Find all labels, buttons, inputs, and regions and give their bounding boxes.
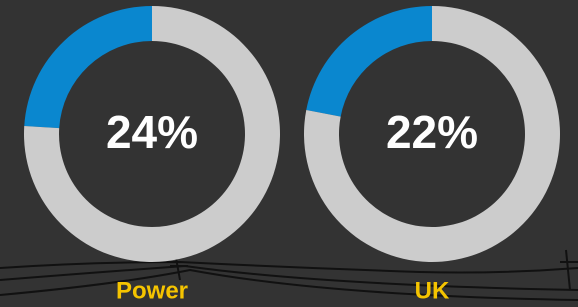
page: {"chart_data": [ {"type": "donut", "titl… — [0, 0, 578, 307]
chart-title: Power — [116, 277, 188, 304]
chart: 24% Power 22% UK — [0, 0, 578, 307]
center-label: 22% — [386, 106, 478, 158]
center-label: 24% — [106, 106, 198, 158]
chart-title: UK — [415, 277, 450, 304]
